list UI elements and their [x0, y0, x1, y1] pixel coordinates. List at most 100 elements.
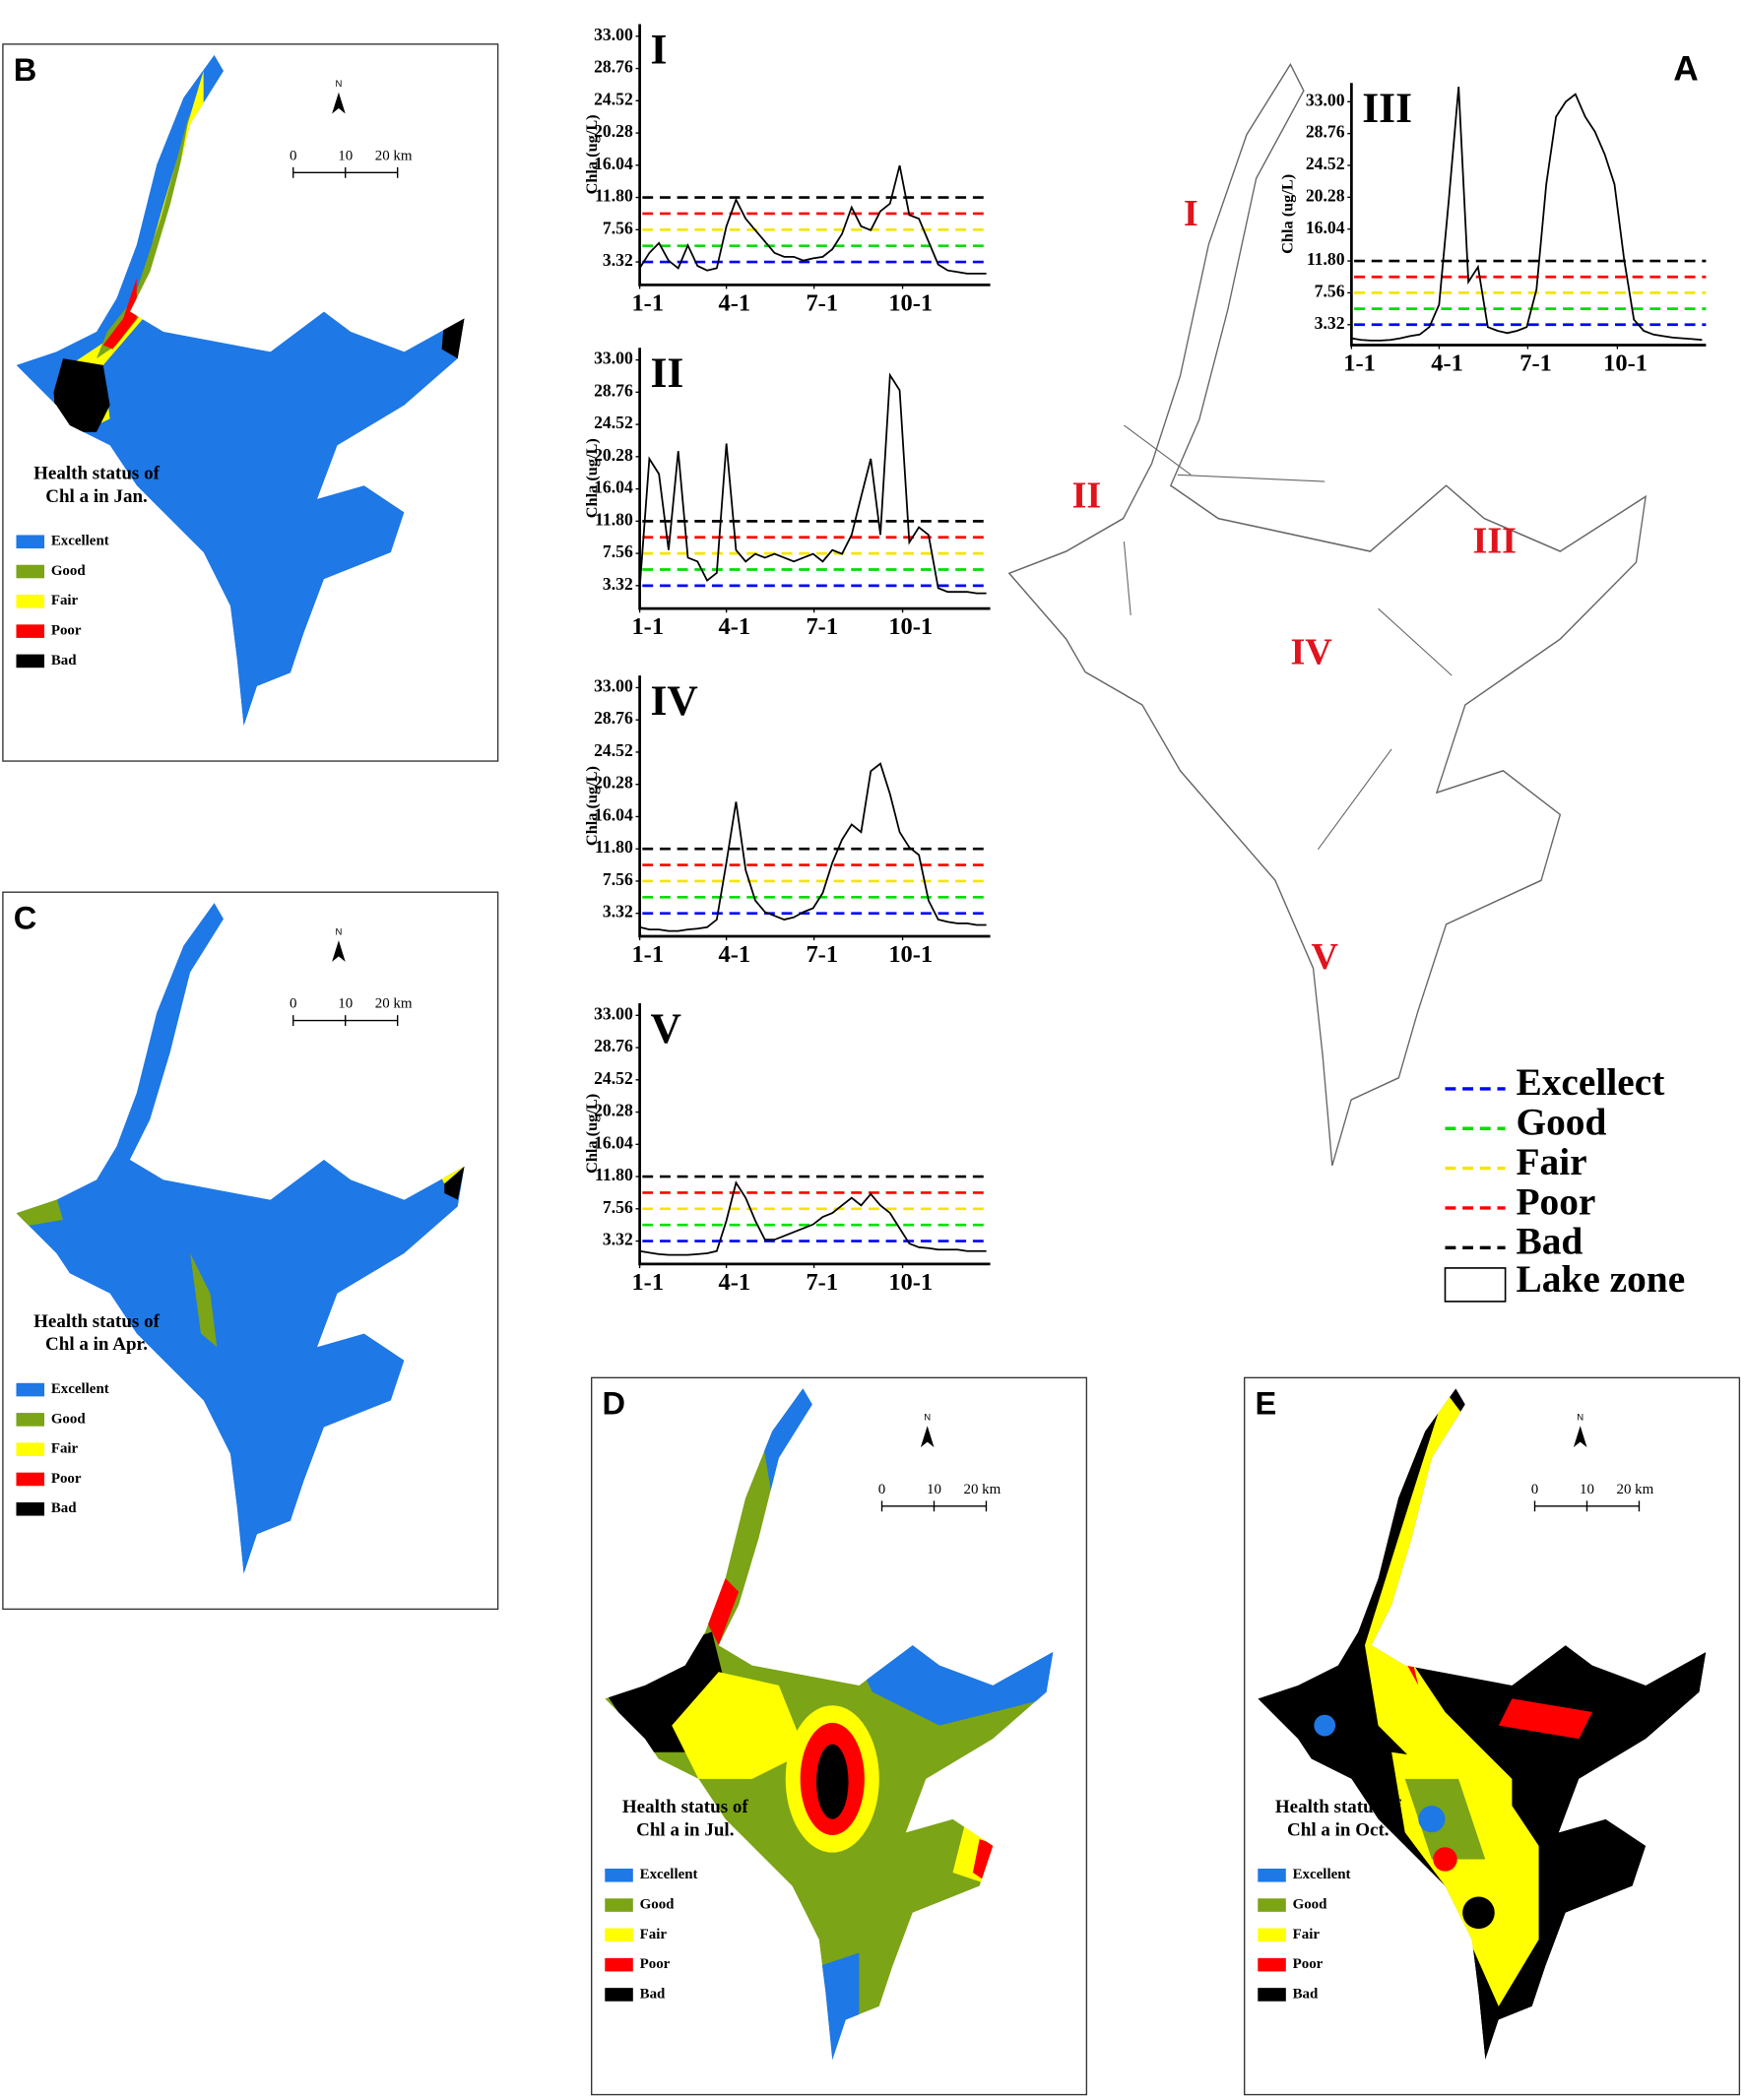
x-tick-label: 4-1	[718, 613, 750, 640]
scale-label: 20 km	[964, 1482, 1002, 1497]
zone-label: III	[1473, 521, 1517, 562]
x-tick-label: 4-1	[718, 1269, 750, 1296]
y-tick-label: 28.76	[594, 1036, 633, 1055]
zone-label: II	[1072, 475, 1102, 516]
zone-boundary	[1123, 424, 1453, 851]
chart-title: IV	[650, 677, 697, 725]
legend-swatch	[16, 564, 45, 579]
legend-swatch	[16, 654, 45, 668]
y-tick-label: 7.56	[603, 869, 633, 889]
y-axis-label: Chla (ug/L)	[582, 766, 601, 846]
legend-swatch	[16, 1472, 45, 1487]
y-tick-label: 24.52	[594, 413, 633, 432]
legend-swatch	[16, 1413, 45, 1427]
scale-label: 0	[1531, 1482, 1538, 1497]
y-tick-label: 20.28	[594, 121, 633, 141]
y-tick-label: 33.00	[594, 349, 633, 368]
y-tick-label: 24.52	[1306, 154, 1345, 173]
legend-label: Good	[51, 1411, 87, 1427]
y-tick-label: 3.32	[603, 574, 633, 594]
zone-map	[1007, 63, 1648, 1303]
y-tick-label: 24.52	[594, 740, 633, 760]
legend-swatch	[1258, 1868, 1286, 1882]
x-tick-label: 1-1	[631, 941, 664, 968]
x-tick-label: 1-1	[631, 289, 664, 316]
legend-title: Chl a in Oct.	[1287, 1819, 1390, 1840]
axes	[1350, 83, 1707, 347]
legend-swatch	[16, 595, 45, 608]
legend-label: Poor	[1293, 1956, 1324, 1972]
x-tick-label: 4-1	[718, 289, 750, 316]
panel-frame	[2, 891, 499, 1611]
y-tick-label: 16.04	[594, 1132, 633, 1152]
north-arrow	[1573, 1426, 1587, 1448]
x-tick-label: 7-1	[806, 613, 838, 640]
legend-label: Bad	[51, 1500, 77, 1516]
scale-label: 0	[878, 1482, 885, 1497]
legend-label: Excellent	[1293, 1867, 1351, 1882]
legend-swatch	[605, 1898, 633, 1912]
legend-swatch	[605, 1928, 633, 1942]
scale-label: 20 km	[1617, 1482, 1654, 1497]
legend-label: Good	[1516, 1101, 1606, 1144]
panel-label: B	[14, 51, 37, 88]
legend-swatch	[605, 1868, 633, 1882]
y-tick-label: 24.52	[594, 1068, 633, 1088]
y-tick-label: 20.28	[594, 445, 633, 465]
legend-swatch	[16, 624, 45, 638]
y-tick-label: 16.04	[594, 804, 633, 824]
y-tick-label: 11.80	[595, 1165, 633, 1184]
x-tick-label: 10-1	[1603, 350, 1648, 377]
scale-label: 10	[338, 996, 353, 1012]
legend-title: Health status of	[33, 1311, 160, 1332]
x-tick-label: 1-1	[1343, 350, 1376, 377]
panel-label: D	[603, 1384, 626, 1421]
legend-label: Excellect	[1516, 1060, 1664, 1104]
y-axis-label: Chla (ug/L)	[582, 438, 601, 518]
panel-frame	[2, 43, 499, 762]
scale-bar	[1533, 1500, 1641, 1512]
north-label: N	[1577, 1413, 1583, 1424]
y-tick-label: 11.80	[595, 509, 633, 529]
legend-swatch	[16, 1501, 45, 1516]
x-tick-label: 4-1	[718, 941, 750, 968]
legend-title: Health status of	[1275, 1797, 1401, 1817]
y-tick-label: 3.32	[603, 250, 633, 270]
y-tick-label: 16.04	[594, 154, 633, 173]
x-tick-label: 10-1	[888, 613, 933, 640]
legend-label: Bad	[1516, 1220, 1583, 1263]
legend-label: Fair	[51, 593, 79, 608]
y-tick-label: 24.52	[594, 89, 633, 108]
zone-label: V	[1311, 936, 1338, 978]
legend-title: Health status of	[33, 464, 160, 484]
axes	[638, 24, 991, 286]
scale-label: 10	[1580, 1482, 1594, 1497]
x-tick-label: 1-1	[631, 613, 664, 640]
x-tick-label: 7-1	[1519, 350, 1552, 377]
x-tick-label: 10-1	[888, 289, 933, 316]
scale-label: 10	[927, 1482, 941, 1497]
x-tick-label: 4-1	[1431, 350, 1463, 377]
y-tick-label: 16.04	[1306, 218, 1345, 237]
scale-label: 20 km	[375, 996, 413, 1012]
legend-swatch	[1258, 1898, 1286, 1912]
scale-label: 0	[290, 148, 296, 163]
zone-label: IV	[1290, 631, 1332, 672]
legend-label: Excellent	[51, 534, 109, 549]
y-tick-label: 33.00	[594, 675, 633, 695]
x-tick-label: 7-1	[806, 289, 838, 316]
legend-swatch	[1258, 1988, 1286, 2002]
north-arrow	[920, 1426, 935, 1448]
scale-bar	[292, 1015, 399, 1027]
y-tick-label: 20.28	[594, 773, 633, 793]
y-tick-label: 7.56	[1315, 281, 1345, 300]
chart-title: V	[650, 1005, 680, 1052]
legend-swatch	[16, 1442, 45, 1456]
panel-label: E	[1256, 1384, 1277, 1421]
y-tick-label: 16.04	[594, 477, 633, 497]
chart-title: I	[650, 26, 667, 73]
panel-label: C	[14, 899, 37, 935]
y-tick-label: 11.80	[1307, 249, 1345, 269]
x-tick-label: 10-1	[888, 941, 933, 968]
